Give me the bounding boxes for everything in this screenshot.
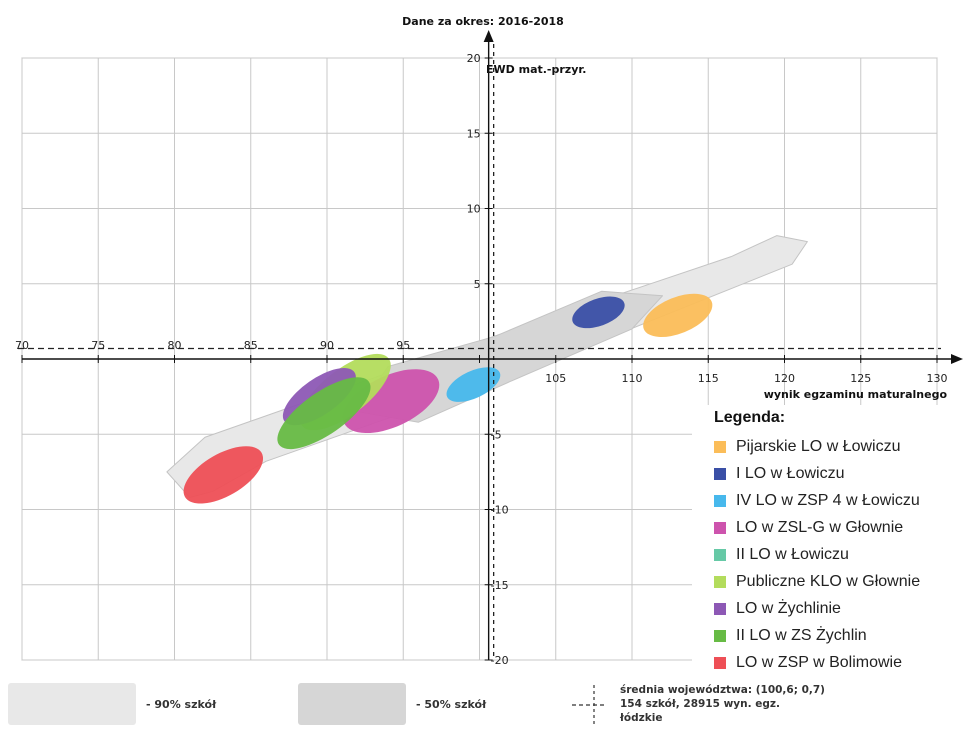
y-axis-label: EWD mat.-przyr. <box>486 63 586 76</box>
average-marker-icon <box>572 685 606 727</box>
x-axis-label: wynik egzaminu maturalnego <box>764 388 948 401</box>
legend-item: LO w Żychlinie <box>692 595 967 622</box>
legend-item: LO w ZSL-G w Głownie <box>692 514 967 541</box>
y-tick-label: 5 <box>474 278 481 291</box>
x-tick-label: 115 <box>698 372 719 385</box>
school-ellipse <box>446 367 501 402</box>
y-tick-label: 20 <box>467 52 481 65</box>
legend-swatch <box>714 548 726 561</box>
legend-item: II LO w Łowiczu <box>692 541 967 568</box>
y-tick-label: -15 <box>491 579 509 592</box>
axes <box>18 30 963 660</box>
school-ellipse <box>277 377 371 450</box>
legend-item: II LO w ZS Żychlin <box>692 622 967 649</box>
x-tick-label: 130 <box>927 372 948 385</box>
chart-title: Dane za okres: 2016-2018 <box>402 15 564 28</box>
chart: 707580859095100105110115120125130-20-15-… <box>15 15 963 667</box>
legend-label: Publiczne KLO w Głownie <box>736 572 921 590</box>
x-tick-label: 75 <box>91 339 105 352</box>
label-90-percent: - 90% szkół <box>146 698 217 711</box>
x-tick-label: 110 <box>622 372 643 385</box>
legend-swatch <box>714 656 726 669</box>
school-ellipse <box>643 293 713 337</box>
x-tick-label: 80 <box>168 339 182 352</box>
x-tick-label: 105 <box>545 372 566 385</box>
legend-swatch <box>714 467 726 480</box>
x-tick-label: 125 <box>850 372 871 385</box>
legend-swatch <box>714 521 726 534</box>
label-50-percent: - 50% szkół <box>416 698 487 711</box>
legend: Legenda: Pijarskie LO w Łowiczu I LO w Ło… <box>692 405 967 671</box>
legend-label: LO w ZSL-G w Głownie <box>736 518 904 536</box>
x-axis-arrow-icon <box>951 354 963 364</box>
y-tick-label: 15 <box>467 127 481 140</box>
legend-label: LO w Żychlinie <box>736 599 841 617</box>
y-tick-label: -5 <box>491 428 502 441</box>
x-tick-label: 85 <box>244 339 258 352</box>
x-tick-label: 90 <box>320 339 334 352</box>
legend-swatch <box>714 440 726 453</box>
legend-items: Pijarskie LO w Łowiczu I LO w Łowiczu IV L… <box>692 433 967 676</box>
school-ellipse <box>183 446 264 504</box>
y-axis-arrow-icon <box>483 30 494 42</box>
legend-item: I LO w Łowiczu <box>692 460 967 487</box>
swatch-90-percent <box>8 683 136 725</box>
school-ellipses <box>183 293 713 504</box>
legend-swatch <box>714 602 726 615</box>
legend-title: Legenda: <box>714 409 786 426</box>
average-line-3: łódzkie <box>620 712 663 724</box>
footer-legend: - 90% szkół - 50% szkół średnia wojewódz… <box>0 675 967 740</box>
legend-label: I LO w Łowiczu <box>736 464 845 482</box>
legend-swatch <box>714 494 726 507</box>
legend-item: LO w ZSP w Bolimowie <box>692 649 967 676</box>
x-tick-label: 120 <box>774 372 795 385</box>
legend-label: II LO w Łowiczu <box>736 545 849 563</box>
legend-item: IV LO w ZSP 4 w Łowiczu <box>692 487 967 514</box>
tick-labels: 707580859095100105110115120125130-20-15-… <box>15 52 948 667</box>
legend-item: Publiczne KLO w Głownie <box>692 568 967 595</box>
legend-item: Pijarskie LO w Łowiczu <box>692 433 967 460</box>
legend-label: Pijarskie LO w Łowiczu <box>736 437 901 455</box>
legend-label: LO w ZSP w Bolimowie <box>736 653 902 671</box>
y-tick-label: -20 <box>491 654 509 667</box>
y-tick-label: -10 <box>491 504 509 517</box>
school-ellipse <box>342 369 440 434</box>
x-tick-label: 95 <box>396 339 410 352</box>
legend-label: II LO w ZS Żychlin <box>736 626 867 644</box>
y-tick-label: 10 <box>467 203 481 216</box>
average-line-2: 154 szkół, 28915 wyn. egz. <box>620 698 780 710</box>
legend-swatch <box>714 629 726 642</box>
legend-swatch <box>714 575 726 588</box>
school-ellipse <box>572 296 625 329</box>
x-tick-label: 70 <box>15 339 29 352</box>
legend-label: IV LO w ZSP 4 w Łowiczu <box>736 491 920 509</box>
average-line-1: średnia województwa: (100,6; 0,7) <box>620 684 825 696</box>
swatch-50-percent <box>298 683 406 725</box>
